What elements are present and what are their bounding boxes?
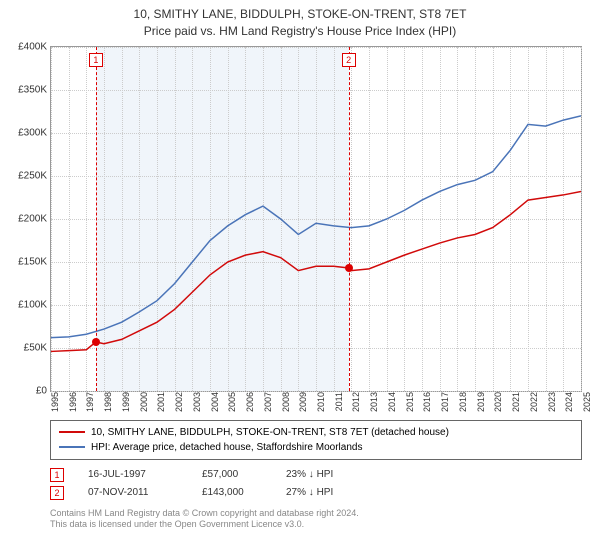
legend-swatch xyxy=(59,431,85,433)
x-axis-label: 1996 xyxy=(68,392,78,412)
x-axis-label: 2005 xyxy=(227,392,237,412)
sale-marker-dot xyxy=(92,338,100,346)
x-axis-label: 2019 xyxy=(476,392,486,412)
x-axis-label: 2007 xyxy=(263,392,273,412)
x-axis-label: 2011 xyxy=(334,392,344,411)
x-axis-label: 2020 xyxy=(493,392,503,412)
x-axis-label: 2010 xyxy=(316,392,326,412)
sale-price: £143,000 xyxy=(202,484,262,502)
x-axis-label: 2021 xyxy=(511,392,521,412)
sale-delta: 27% ↓ HPI xyxy=(286,484,366,502)
legend: 10, SMITHY LANE, BIDDULPH, STOKE-ON-TREN… xyxy=(50,420,582,460)
x-axis-label: 2002 xyxy=(174,392,184,412)
x-axis-label: 2022 xyxy=(529,392,539,412)
x-axis-label: 2015 xyxy=(405,392,415,412)
legend-item: 10, SMITHY LANE, BIDDULPH, STOKE-ON-TREN… xyxy=(59,425,573,440)
sale-row-marker: 1 xyxy=(50,468,64,482)
sale-delta: 23% ↓ HPI xyxy=(286,466,366,484)
sale-price: £57,000 xyxy=(202,466,262,484)
x-axis-label: 2023 xyxy=(547,392,557,412)
x-axis-label: 2016 xyxy=(422,392,432,412)
x-axis-label: 2017 xyxy=(440,392,450,412)
title-subtitle: Price paid vs. HM Land Registry's House … xyxy=(0,23,600,40)
series-property xyxy=(51,191,581,351)
y-axis-label: £50K xyxy=(24,342,51,353)
sale-row: 2 07-NOV-2011 £143,000 27% ↓ HPI xyxy=(50,484,582,502)
footer-attribution: Contains HM Land Registry data © Crown c… xyxy=(50,508,582,531)
legend-swatch xyxy=(59,446,85,448)
x-axis-labels: 1995 1996 1997 1998 1999 2000 2001 2002 2003 2004… xyxy=(50,392,582,414)
plot-wrapper: £0£50K£100K£150K£200K£250K£300K£350K£400… xyxy=(50,46,582,414)
y-axis-label: £200K xyxy=(18,213,51,224)
sales-table: 1 16-JUL-1997 £57,000 23% ↓ HPI 2 07-NOV-2011… xyxy=(50,466,582,502)
y-axis-label: £150K xyxy=(18,256,51,267)
x-axis-label: 2024 xyxy=(564,392,574,412)
x-axis-label: 2009 xyxy=(298,392,308,412)
y-axis-label: £0 xyxy=(36,385,51,396)
x-axis-label: 2018 xyxy=(458,392,468,412)
legend-label: HPI: Average price, detached house, Staf… xyxy=(91,440,362,455)
footer-line-1: Contains HM Land Registry data © Crown c… xyxy=(50,508,582,520)
x-axis-label: 2008 xyxy=(281,392,291,412)
x-axis-label: 2000 xyxy=(139,392,149,412)
x-axis-label: 2025 xyxy=(582,392,592,412)
x-axis-label: 2006 xyxy=(245,392,255,412)
chart-container: 10, SMITHY LANE, BIDDULPH, STOKE-ON-TREN… xyxy=(0,0,600,560)
x-axis-label: 1995 xyxy=(50,392,60,412)
sale-row-marker: 2 xyxy=(50,486,64,500)
sale-marker-dot xyxy=(345,264,353,272)
series-hpi xyxy=(51,115,581,337)
sale-marker-box: 1 xyxy=(89,53,103,67)
legend-label: 10, SMITHY LANE, BIDDULPH, STOKE-ON-TREN… xyxy=(91,425,449,440)
sale-date: 16-JUL-1997 xyxy=(88,466,178,484)
x-axis-label: 2004 xyxy=(210,392,220,412)
sale-marker-line xyxy=(349,47,350,391)
legend-item: HPI: Average price, detached house, Staf… xyxy=(59,440,573,455)
sale-date: 07-NOV-2011 xyxy=(88,484,178,502)
y-axis-label: £300K xyxy=(18,127,51,138)
x-axis-label: 2012 xyxy=(351,392,361,412)
x-axis-label: 1998 xyxy=(103,392,113,412)
grid-v xyxy=(581,47,582,391)
series-svg xyxy=(51,47,581,391)
y-axis-label: £350K xyxy=(18,84,51,95)
x-axis-label: 1999 xyxy=(121,392,131,412)
y-axis-label: £400K xyxy=(18,41,51,52)
y-axis-label: £100K xyxy=(18,299,51,310)
x-axis-label: 2001 xyxy=(156,392,166,412)
plot-area: £0£50K£100K£150K£200K£250K£300K£350K£400… xyxy=(50,46,582,392)
chart-title: 10, SMITHY LANE, BIDDULPH, STOKE-ON-TREN… xyxy=(0,0,600,42)
sale-row: 1 16-JUL-1997 £57,000 23% ↓ HPI xyxy=(50,466,582,484)
x-axis-label: 2014 xyxy=(387,392,397,412)
footer-line-2: This data is licensed under the Open Gov… xyxy=(50,519,582,531)
x-axis-label: 1997 xyxy=(85,392,95,412)
sale-marker-box: 2 xyxy=(342,53,356,67)
y-axis-label: £250K xyxy=(18,170,51,181)
title-address: 10, SMITHY LANE, BIDDULPH, STOKE-ON-TREN… xyxy=(0,6,600,23)
x-axis-label: 2003 xyxy=(192,392,202,412)
x-axis-label: 2013 xyxy=(369,392,379,412)
